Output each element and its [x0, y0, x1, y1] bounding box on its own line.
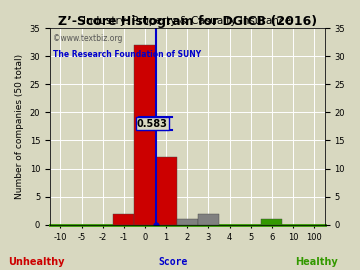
Text: Score: Score: [158, 257, 188, 267]
Text: Healthy: Healthy: [296, 257, 338, 267]
Text: The Research Foundation of SUNY: The Research Foundation of SUNY: [53, 50, 201, 59]
Bar: [198, 214, 219, 225]
Text: ©www.textbiz.org: ©www.textbiz.org: [53, 34, 122, 43]
Y-axis label: Number of companies (50 total): Number of companies (50 total): [15, 54, 24, 199]
Title: Z’-Score Histogram for DGICB (2016): Z’-Score Histogram for DGICB (2016): [58, 15, 317, 28]
Bar: [261, 219, 282, 225]
Bar: [156, 157, 177, 225]
Bar: [134, 45, 156, 225]
Text: 0.583: 0.583: [137, 119, 168, 129]
Text: Industry: Property & Casualty Insurance: Industry: Property & Casualty Insurance: [83, 16, 291, 26]
Text: Unhealthy: Unhealthy: [8, 257, 64, 267]
Bar: [113, 214, 134, 225]
Bar: [177, 219, 198, 225]
